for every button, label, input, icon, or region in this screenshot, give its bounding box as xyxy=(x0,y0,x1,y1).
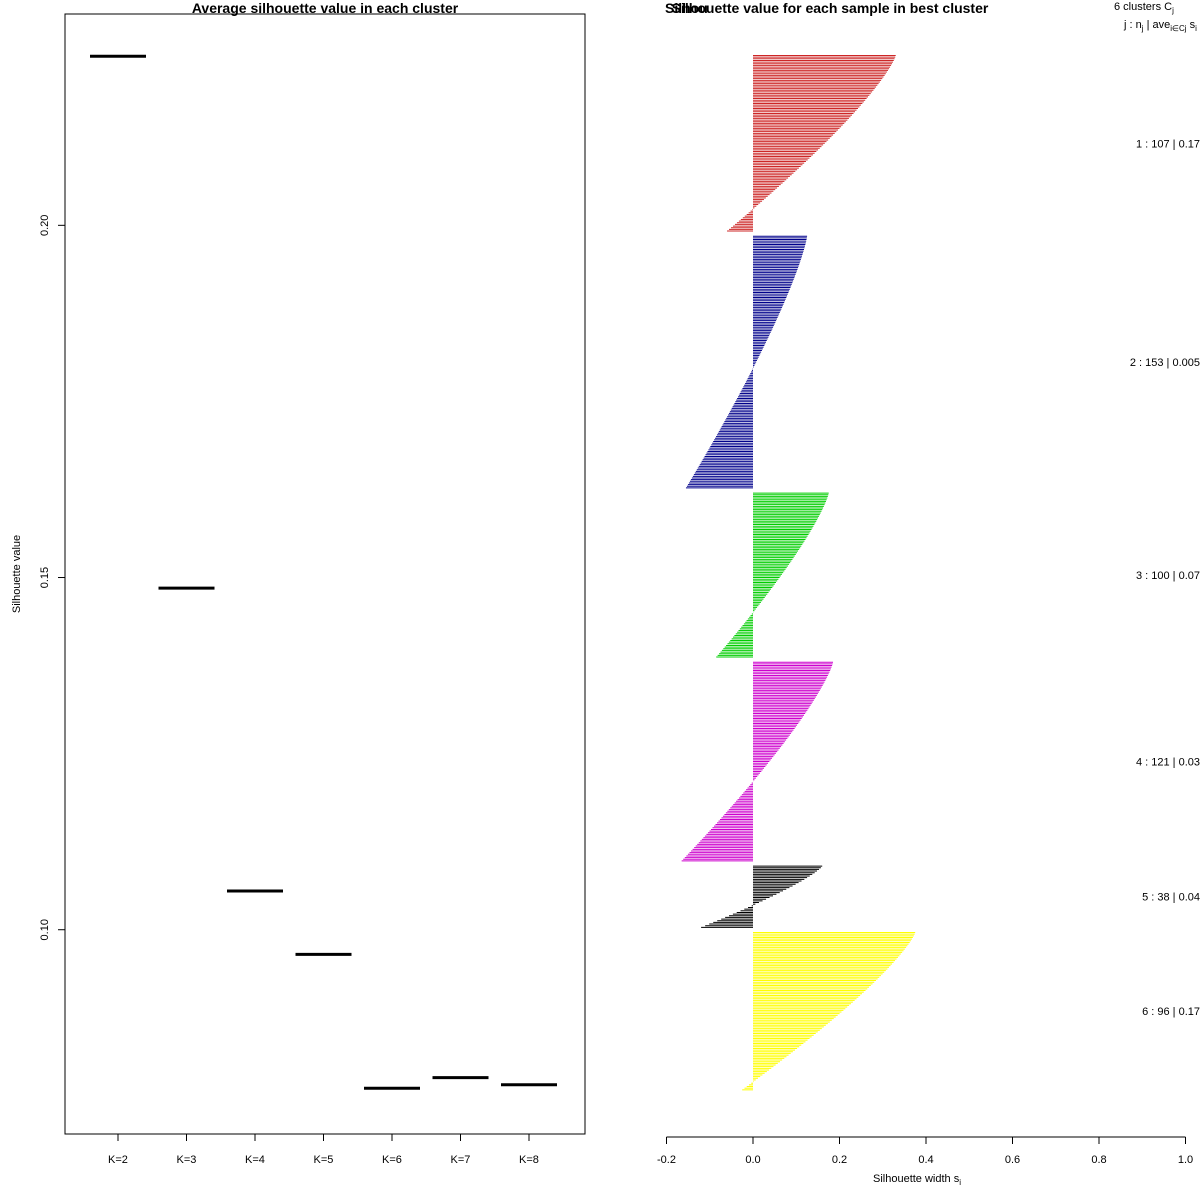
cluster-labels: 1 : 107 | 0.17 2 : 153 | 0.005 3 : 100 | 0… xyxy=(1130,138,1200,1018)
left-x-tick-label: K=2 xyxy=(108,1154,128,1166)
silhouette-legend-header: 6 clusters Cj j : nj | avei∈Cj si xyxy=(1114,1,1197,33)
left-x-axis: K=2 K=3 K=4 K=5 K=6 K=7 K=8 xyxy=(108,1134,539,1166)
left-x-tick-label: K=8 xyxy=(519,1154,539,1166)
left-x-tick-label: K=6 xyxy=(382,1154,402,1166)
right-x-tick-label: 0.2 xyxy=(832,1154,847,1166)
right-x-tick-label: 1.0 xyxy=(1178,1154,1193,1166)
left-y-tick-label: 0.15 xyxy=(39,567,51,588)
right-x-axis: -0.2 0.0 0.2 0.4 0.6 0.8 1.0 xyxy=(657,1136,1193,1166)
left-y-axis-label: Silhouette value xyxy=(11,535,23,613)
left-y-axis: 0.10 0.15 0.20 xyxy=(39,215,65,940)
cluster-5-bars xyxy=(701,865,823,928)
cluster-1-label: 1 : 107 | 0.17 xyxy=(1136,138,1200,150)
right-x-tick-label: 0.0 xyxy=(745,1154,760,1166)
cluster-1-bars xyxy=(727,55,896,232)
cluster-6-label: 6 : 96 | 0.17 xyxy=(1142,1006,1200,1018)
cluster-5-label: 5 : 38 | 0.04 xyxy=(1142,892,1200,904)
silhouette-bars xyxy=(681,55,916,1091)
cluster-3-bars xyxy=(716,492,829,658)
left-x-tick-label: K=3 xyxy=(177,1154,197,1166)
legend-header-line1: 6 clusters Cj xyxy=(1114,1,1174,15)
left-x-tick-label: K=7 xyxy=(451,1154,471,1166)
cluster-3-label: 3 : 100 | 0.07 xyxy=(1136,570,1200,582)
left-x-tick-label: K=4 xyxy=(245,1154,265,1166)
cluster-4-bars xyxy=(681,661,834,862)
right-x-tick-label: -0.2 xyxy=(657,1154,676,1166)
left-x-tick-label: K=5 xyxy=(314,1154,334,1166)
left-plot-frame xyxy=(64,13,586,1135)
left-y-tick-label: 0.10 xyxy=(39,919,51,940)
left-chart-title: Average silhouette value in each cluster xyxy=(192,0,459,16)
cluster-6-bars xyxy=(742,932,916,1091)
right-x-tick-label: 0.4 xyxy=(918,1154,933,1166)
cluster-4-label: 4 : 121 | 0.03 xyxy=(1136,757,1200,769)
cluster-2-bars xyxy=(685,235,808,489)
right-x-tick-label: 0.8 xyxy=(1091,1154,1106,1166)
avg-silhouette-panel: Average silhouette value in each cluster… xyxy=(11,0,586,1166)
cluster-2-label: 2 : 153 | 0.005 xyxy=(1130,357,1200,369)
right-chart-title-overlay: Silhou xyxy=(665,0,708,16)
sample-silhouette-panel: Silhouette value for each sample in best… xyxy=(657,0,1200,1187)
right-x-tick-label: 0.6 xyxy=(1005,1154,1020,1166)
left-data-marks xyxy=(90,54,557,1090)
left-y-tick-label: 0.20 xyxy=(39,215,51,236)
right-x-axis-label: Silhouette width si xyxy=(873,1173,961,1187)
right-chart-title: Silhouette value for each sample in best… xyxy=(672,0,989,16)
legend-header-line2: j : nj | avei∈Cj si xyxy=(1123,19,1197,33)
